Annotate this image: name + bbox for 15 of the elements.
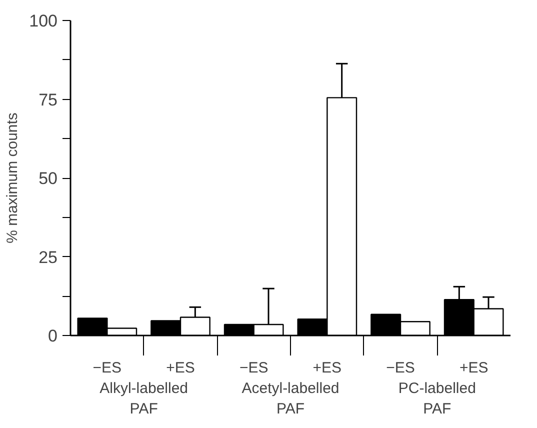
y-tick-label: 50 (38, 169, 58, 188)
x-tick-label: +ES (166, 360, 195, 376)
x-tick-label: −ES (92, 360, 122, 376)
x-tick-label: +ES (312, 360, 342, 376)
text: Acetyl-labelled PAF (242, 380, 340, 418)
x-tick-label: −ES (386, 360, 415, 376)
y-tick-label: 25 (38, 248, 58, 267)
y-tick-label: 75 (38, 90, 58, 110)
text: Alkyl-labelled PAF (100, 380, 188, 418)
text: PC-labelled PAF (398, 380, 476, 418)
y-tick-label: 0 (48, 326, 58, 346)
x-tick-label: −ES (239, 360, 268, 376)
y-tick-label: 100 (29, 12, 58, 30)
x-tick-label: +ES (459, 360, 488, 376)
y-axis-title: % maximum counts (4, 112, 22, 244)
